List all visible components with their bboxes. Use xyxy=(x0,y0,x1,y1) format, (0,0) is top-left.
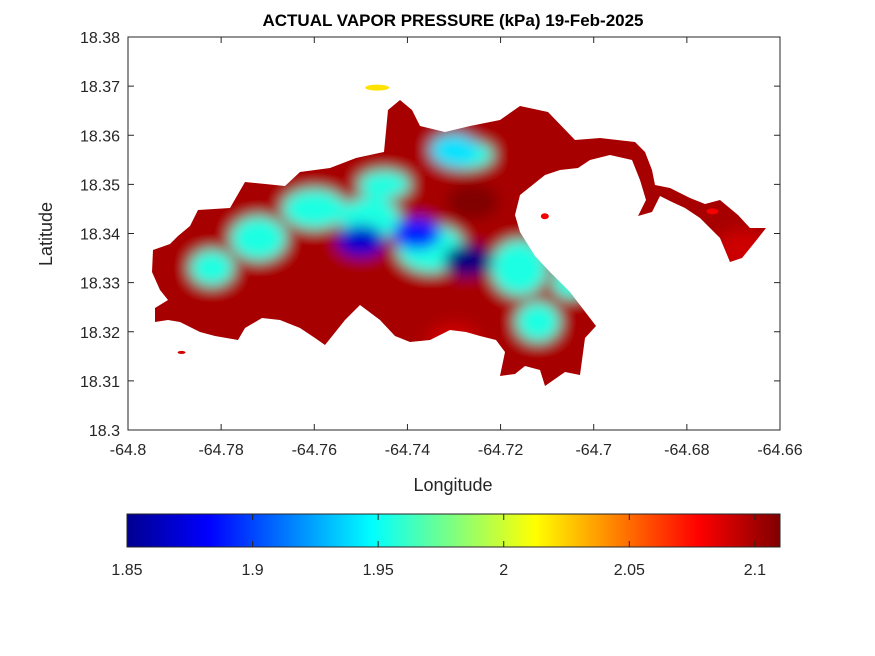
y-tick-label: 18.37 xyxy=(80,79,120,96)
outlying-islets xyxy=(177,84,719,354)
x-tick-label: -64.7 xyxy=(575,442,612,459)
mid-zone xyxy=(358,170,411,199)
mid-zone xyxy=(189,249,234,286)
high-zone xyxy=(376,269,429,306)
high-zone xyxy=(278,294,331,331)
y-tick-label: 18.38 xyxy=(80,30,120,47)
colorbar-tick-label: 2 xyxy=(499,562,508,579)
x-tick-label: -64.76 xyxy=(292,442,337,459)
y-tick-label: 18.3 xyxy=(89,423,120,440)
mid-zone xyxy=(515,301,560,342)
mid-zone xyxy=(282,188,347,229)
islet xyxy=(365,84,390,91)
colorbar xyxy=(126,513,781,548)
x-tick-label: -64.66 xyxy=(757,442,802,459)
low-zone xyxy=(392,217,441,250)
islet xyxy=(540,213,549,220)
mid-zone xyxy=(230,216,287,261)
x-tick-label: -64.78 xyxy=(198,442,243,459)
colorbar-tick-label: 2.05 xyxy=(614,562,645,579)
islet xyxy=(706,208,719,215)
y-tick-label: 18.34 xyxy=(80,227,120,244)
y-axis-label: Latitude xyxy=(36,202,56,266)
colorbar-tick-label: 1.9 xyxy=(241,562,263,579)
x-tick-label: -64.72 xyxy=(478,442,523,459)
x-axis-label: Longitude xyxy=(413,475,492,495)
mid-zone xyxy=(491,239,548,296)
x-axis: -64.8 -64.78 -64.76 -64.74 -64.72 -64.7 -64.68… xyxy=(110,37,803,459)
low-zone xyxy=(336,224,385,257)
y-tick-label: 18.35 xyxy=(80,177,120,194)
y-tick-label: 18.31 xyxy=(80,374,120,391)
x-tick-label: -64.68 xyxy=(664,442,709,459)
y-tick-label: 18.36 xyxy=(80,128,120,145)
chart-title: ACTUAL VAPOR PRESSURE (kPa) 19-Feb-2025 xyxy=(262,11,643,30)
islet xyxy=(177,350,186,354)
low-zone xyxy=(430,133,478,166)
high-zone xyxy=(446,183,499,220)
colorbar-ticks: 1.85 1.9 1.95 2 2.05 2.1 xyxy=(111,514,766,579)
colorbar-tick-label: 2.1 xyxy=(744,562,766,579)
y-axis: 18.3 18.31 18.32 18.33 18.34 18.35 18.36 18.37 1… xyxy=(80,30,780,440)
y-tick-label: 18.33 xyxy=(80,276,120,293)
y-tick-label: 18.32 xyxy=(80,325,120,342)
colorbar-tick-label: 1.85 xyxy=(111,562,142,579)
colorbar-tick-label: 1.95 xyxy=(363,562,394,579)
x-tick-label: -64.74 xyxy=(385,442,430,459)
x-tick-label: -64.8 xyxy=(110,442,147,459)
low-zone xyxy=(443,244,492,277)
